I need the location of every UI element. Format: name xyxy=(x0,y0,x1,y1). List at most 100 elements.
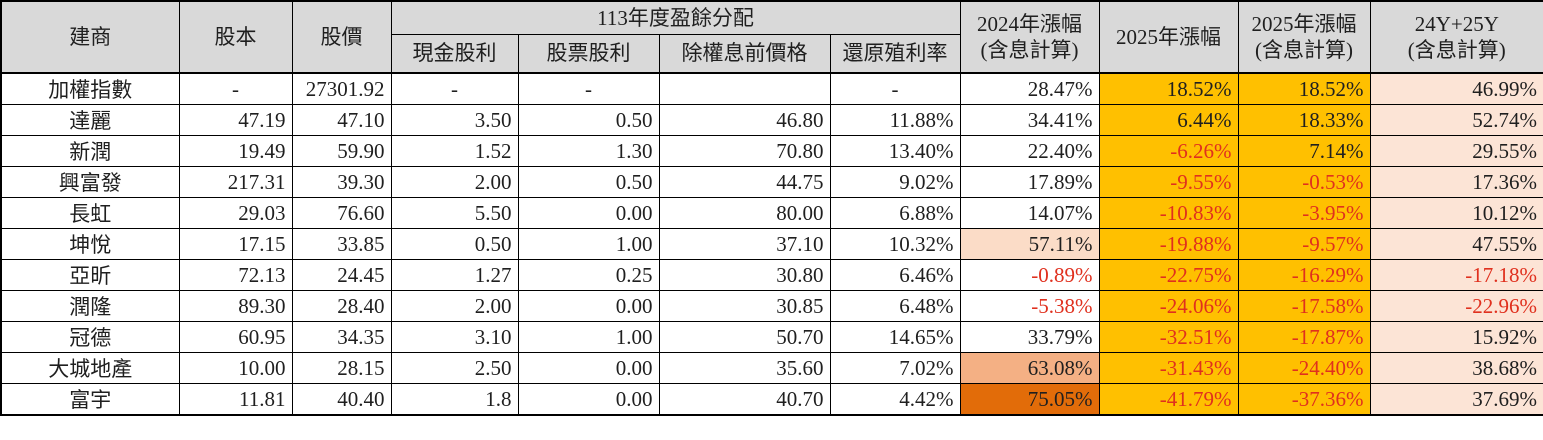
gain-2025-cell[interactable]: -31.43% xyxy=(1098,352,1239,384)
gain-2025-cell[interactable]: -32.51% xyxy=(1098,321,1239,353)
gain-2025-cell[interactable]: -41.79% xyxy=(1098,383,1239,416)
stock-dividend-cell[interactable]: - xyxy=(517,72,660,105)
pre-ex-price-cell[interactable]: 35.60 xyxy=(658,352,831,384)
price-cell[interactable]: 47.10 xyxy=(291,104,392,136)
gain-2025-cell[interactable]: -22.75% xyxy=(1098,259,1239,291)
company-cell[interactable]: 加權指數 xyxy=(0,72,180,105)
gain-combined-cell[interactable]: 17.36% xyxy=(1369,166,1543,198)
stock-dividend-cell[interactable]: 0.50 xyxy=(517,104,660,136)
cash-dividend-cell[interactable]: - xyxy=(390,72,519,105)
restored-yield-cell[interactable]: 6.48% xyxy=(829,290,961,322)
gain-2025-incl-cell[interactable]: -37.36% xyxy=(1237,383,1371,416)
gain-2024-cell[interactable]: 28.47% xyxy=(959,72,1100,105)
gain-combined-cell[interactable]: -22.96% xyxy=(1369,290,1543,322)
restored-yield-cell[interactable]: 10.32% xyxy=(829,228,961,260)
gain-2025-cell[interactable]: -10.83% xyxy=(1098,197,1239,229)
gain-2025-incl-cell[interactable]: 7.14% xyxy=(1237,135,1371,167)
pre-ex-price-cell[interactable]: 37.10 xyxy=(658,228,831,260)
header-price[interactable]: 股價 xyxy=(291,0,392,74)
restored-yield-cell[interactable]: 7.02% xyxy=(829,352,961,384)
header-company[interactable]: 建商 xyxy=(0,0,180,74)
stock-dividend-cell[interactable]: 1.00 xyxy=(517,321,660,353)
capital-cell[interactable]: 72.13 xyxy=(178,259,293,291)
stock-dividend-cell[interactable]: 0.00 xyxy=(517,290,660,322)
gain-2024-cell[interactable]: 57.11% xyxy=(959,228,1100,260)
gain-2024-cell[interactable]: 17.89% xyxy=(959,166,1100,198)
stock-dividend-cell[interactable]: 0.00 xyxy=(517,383,660,416)
pre-ex-price-cell[interactable]: 40.70 xyxy=(658,383,831,416)
gain-2024-cell[interactable]: 33.79% xyxy=(959,321,1100,353)
cash-dividend-cell[interactable]: 1.52 xyxy=(390,135,519,167)
pre-ex-price-cell[interactable]: 80.00 xyxy=(658,197,831,229)
pre-ex-price-cell[interactable]: 30.85 xyxy=(658,290,831,322)
header-2025-gain[interactable]: 2025年漲幅 xyxy=(1098,0,1239,74)
restored-yield-cell[interactable]: 13.40% xyxy=(829,135,961,167)
pre-ex-price-cell[interactable]: 44.75 xyxy=(658,166,831,198)
pre-ex-price-cell[interactable]: 30.80 xyxy=(658,259,831,291)
cash-dividend-cell[interactable]: 1.27 xyxy=(390,259,519,291)
price-cell[interactable]: 28.15 xyxy=(291,352,392,384)
gain-2025-incl-cell[interactable]: 18.52% xyxy=(1237,72,1371,105)
header-stock-dividend[interactable]: 股票股利 xyxy=(517,33,660,74)
cash-dividend-cell[interactable]: 0.50 xyxy=(390,228,519,260)
price-cell[interactable]: 34.35 xyxy=(291,321,392,353)
restored-yield-cell[interactable]: - xyxy=(829,72,961,105)
stock-dividend-cell[interactable]: 0.00 xyxy=(517,352,660,384)
cash-dividend-cell[interactable]: 3.10 xyxy=(390,321,519,353)
capital-cell[interactable]: 11.81 xyxy=(178,383,293,416)
company-cell[interactable]: 亞昕 xyxy=(0,259,180,291)
price-cell[interactable]: 28.40 xyxy=(291,290,392,322)
gain-2024-cell[interactable]: 14.07% xyxy=(959,197,1100,229)
capital-cell[interactable]: 60.95 xyxy=(178,321,293,353)
restored-yield-cell[interactable]: 4.42% xyxy=(829,383,961,416)
gain-2024-cell[interactable]: 75.05% xyxy=(959,383,1100,416)
gain-combined-cell[interactable]: 38.68% xyxy=(1369,352,1543,384)
pre-ex-price-cell[interactable]: 46.80 xyxy=(658,104,831,136)
company-cell[interactable]: 大城地產 xyxy=(0,352,180,384)
company-cell[interactable]: 富宇 xyxy=(0,383,180,416)
header-capital[interactable]: 股本 xyxy=(178,0,293,74)
cash-dividend-cell[interactable]: 2.00 xyxy=(390,290,519,322)
stock-dividend-cell[interactable]: 1.30 xyxy=(517,135,660,167)
gain-2025-cell[interactable]: 18.52% xyxy=(1098,72,1239,105)
gain-2025-incl-cell[interactable]: -24.40% xyxy=(1237,352,1371,384)
capital-cell[interactable]: 29.03 xyxy=(178,197,293,229)
restored-yield-cell[interactable]: 11.88% xyxy=(829,104,961,136)
pre-ex-price-cell[interactable] xyxy=(658,72,831,105)
restored-yield-cell[interactable]: 14.65% xyxy=(829,321,961,353)
stock-dividend-cell[interactable]: 0.00 xyxy=(517,197,660,229)
gain-2024-cell[interactable]: 34.41% xyxy=(959,104,1100,136)
company-cell[interactable]: 興富發 xyxy=(0,166,180,198)
pre-ex-price-cell[interactable]: 70.80 xyxy=(658,135,831,167)
gain-combined-cell[interactable]: 15.92% xyxy=(1369,321,1543,353)
price-cell[interactable]: 59.90 xyxy=(291,135,392,167)
gain-2024-cell[interactable]: -5.38% xyxy=(959,290,1100,322)
price-cell[interactable]: 24.45 xyxy=(291,259,392,291)
company-cell[interactable]: 新潤 xyxy=(0,135,180,167)
gain-2025-cell[interactable]: -9.55% xyxy=(1098,166,1239,198)
gain-combined-cell[interactable]: 46.99% xyxy=(1369,72,1543,105)
cash-dividend-cell[interactable]: 1.8 xyxy=(390,383,519,416)
capital-cell[interactable]: 10.00 xyxy=(178,352,293,384)
price-cell[interactable]: 40.40 xyxy=(291,383,392,416)
gain-2025-cell[interactable]: 6.44% xyxy=(1098,104,1239,136)
price-cell[interactable]: 76.60 xyxy=(291,197,392,229)
header-2024-gain[interactable]: 2024年漲幅 (含息計算) xyxy=(959,0,1100,74)
gain-2025-cell[interactable]: -6.26% xyxy=(1098,135,1239,167)
stock-dividend-cell[interactable]: 1.00 xyxy=(517,228,660,260)
header-cash-dividend[interactable]: 現金股利 xyxy=(390,33,519,74)
company-cell[interactable]: 潤隆 xyxy=(0,290,180,322)
capital-cell[interactable]: 217.31 xyxy=(178,166,293,198)
gain-2025-cell[interactable]: -24.06% xyxy=(1098,290,1239,322)
gain-combined-cell[interactable]: 37.69% xyxy=(1369,383,1543,416)
header-dividend-group[interactable]: 113年度盈餘分配 xyxy=(390,0,961,35)
restored-yield-cell[interactable]: 9.02% xyxy=(829,166,961,198)
gain-2025-incl-cell[interactable]: -3.95% xyxy=(1237,197,1371,229)
gain-combined-cell[interactable]: 10.12% xyxy=(1369,197,1543,229)
gain-combined-cell[interactable]: 29.55% xyxy=(1369,135,1543,167)
header-restored-yield[interactable]: 還原殖利率 xyxy=(829,33,961,74)
capital-cell[interactable]: 17.15 xyxy=(178,228,293,260)
stock-dividend-cell[interactable]: 0.25 xyxy=(517,259,660,291)
capital-cell[interactable]: 19.49 xyxy=(178,135,293,167)
cash-dividend-cell[interactable]: 2.50 xyxy=(390,352,519,384)
